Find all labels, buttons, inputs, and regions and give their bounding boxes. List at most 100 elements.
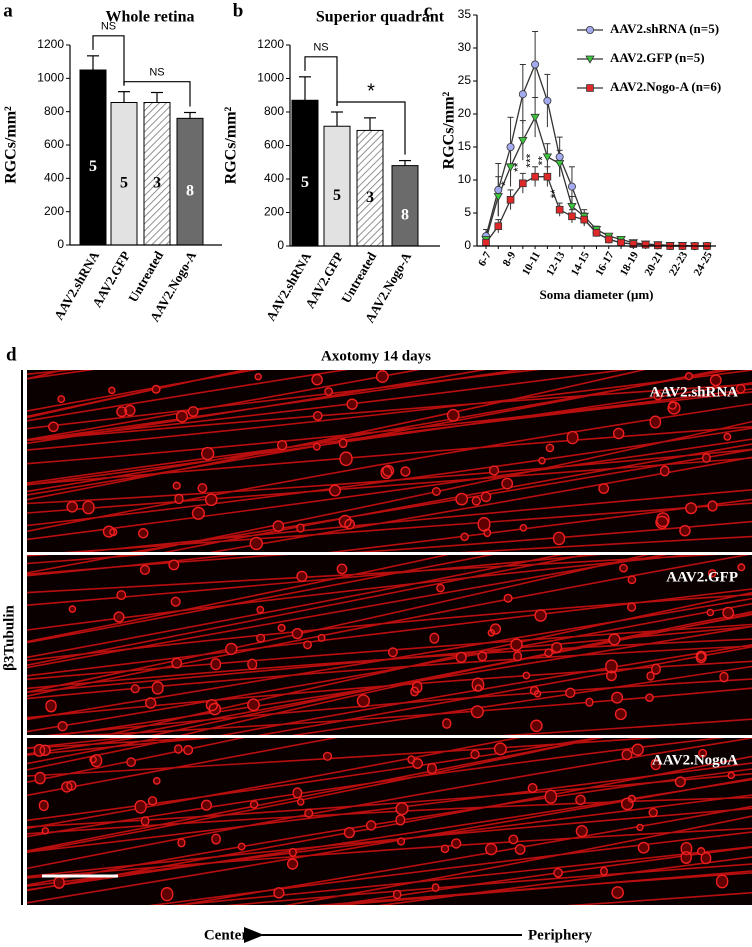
y-axis-label: RGCs/mm² bbox=[223, 106, 240, 184]
significance-label: ** bbox=[536, 156, 550, 166]
legend-label: AAV2.shRNA (n=5) bbox=[610, 21, 719, 36]
point bbox=[567, 203, 577, 212]
legend-label: AAV2.Nogo-A (n=6) bbox=[610, 79, 721, 94]
point bbox=[654, 241, 662, 250]
significance-label: NS bbox=[101, 21, 116, 33]
neuron-cells bbox=[45, 559, 746, 732]
n-label: 3 bbox=[153, 174, 161, 191]
point bbox=[518, 90, 527, 99]
x-tick-label: 18-19 bbox=[618, 249, 641, 278]
point bbox=[493, 193, 503, 202]
x-tick-label: 8-9 bbox=[501, 249, 519, 268]
point bbox=[506, 195, 515, 204]
point bbox=[530, 113, 540, 123]
point bbox=[542, 153, 553, 162]
panel-letter: c bbox=[424, 0, 432, 21]
significance-bracket bbox=[304, 56, 338, 106]
y-tick-label: 200 bbox=[264, 205, 284, 219]
point bbox=[567, 182, 576, 191]
point bbox=[543, 172, 552, 181]
y-tick-label: 25 bbox=[458, 73, 472, 87]
chart-title: Superior quadrant bbox=[316, 9, 445, 26]
y-tick-label: 200 bbox=[44, 204, 64, 218]
significance-label: * bbox=[499, 181, 513, 186]
chart-title: Whole retina bbox=[105, 9, 194, 26]
panel-title: Axotomy 14 days bbox=[321, 348, 431, 364]
point bbox=[555, 152, 564, 161]
x-tick-label: 16-17 bbox=[593, 249, 616, 278]
bar bbox=[143, 102, 171, 246]
y-tick-label: 0 bbox=[277, 238, 284, 252]
point bbox=[494, 185, 503, 194]
n-label: 5 bbox=[301, 174, 309, 191]
n-label: 8 bbox=[186, 182, 194, 199]
y-tick-label: 20 bbox=[458, 106, 472, 120]
x-tick-label: 20-21 bbox=[642, 250, 665, 278]
n-label: 3 bbox=[366, 189, 374, 206]
point bbox=[506, 142, 515, 151]
point bbox=[531, 172, 539, 181]
y-tick-label: 0 bbox=[57, 237, 64, 251]
point bbox=[580, 215, 589, 224]
bar bbox=[323, 125, 351, 247]
legend-marker bbox=[586, 84, 594, 92]
panel-letter: b bbox=[233, 0, 244, 21]
y-tick-label: 400 bbox=[44, 171, 64, 185]
bar bbox=[110, 102, 138, 246]
y-tick-label: 10 bbox=[458, 172, 472, 186]
y-axis-label: RGCs/mm² bbox=[441, 91, 458, 169]
legend-label: AAV2.GFP (n=5) bbox=[610, 50, 705, 65]
y-tick-label: 35 bbox=[458, 7, 472, 21]
significance-bracket bbox=[123, 81, 191, 107]
x-axis-label: Soma diameter (μm) bbox=[540, 287, 654, 302]
x-tick-label: 14-15 bbox=[569, 249, 592, 278]
n-label: 8 bbox=[401, 206, 409, 223]
neuron-cells bbox=[48, 370, 746, 551]
point bbox=[505, 163, 516, 172]
stain-label: β3Tubulin bbox=[1, 604, 17, 670]
micrographs: AAV2.shRNA AAV2.GFP AAV2.NogoA bbox=[27, 370, 752, 905]
significance-label: *** bbox=[523, 153, 537, 167]
y-tick-label: 1200 bbox=[257, 37, 284, 51]
y-tick-label: 600 bbox=[44, 137, 64, 151]
bar bbox=[391, 165, 419, 247]
neuron-cells bbox=[33, 742, 736, 902]
point bbox=[641, 240, 650, 249]
y-tick-label: 1000 bbox=[257, 71, 284, 85]
y-tick-label: 15 bbox=[458, 139, 472, 153]
y-tick-label: 600 bbox=[264, 138, 284, 152]
direction-label: Periphery bbox=[528, 927, 593, 943]
image-label: AAV2.GFP bbox=[666, 569, 738, 585]
point bbox=[629, 240, 638, 248]
point bbox=[568, 212, 576, 221]
x-tick-label: 10-11 bbox=[520, 250, 543, 278]
n-label: 5 bbox=[333, 187, 341, 204]
point bbox=[592, 228, 601, 237]
panel-letter: a bbox=[3, 0, 13, 21]
neuron-fibers bbox=[27, 370, 752, 552]
bar bbox=[176, 117, 204, 246]
y-tick-label: 1000 bbox=[37, 71, 64, 85]
y-tick-label: 800 bbox=[44, 104, 64, 118]
n-label: 5 bbox=[89, 158, 97, 175]
y-tick-label: 30 bbox=[458, 40, 472, 54]
point bbox=[604, 235, 613, 244]
y-tick-label: 1200 bbox=[37, 37, 64, 51]
point bbox=[617, 238, 625, 247]
significance-label: * bbox=[367, 80, 375, 102]
legend-marker bbox=[586, 25, 595, 34]
significance-label: NS bbox=[313, 42, 328, 54]
point bbox=[531, 60, 540, 69]
y-tick-label: 0 bbox=[464, 238, 471, 252]
image-label: AAV2.shRNA bbox=[650, 384, 739, 400]
point bbox=[543, 96, 552, 105]
neuron-fibers bbox=[27, 738, 752, 905]
significance-label: ** bbox=[548, 189, 562, 199]
panel-letter: d bbox=[6, 344, 17, 365]
significance-label: NS bbox=[149, 67, 164, 79]
legend-marker bbox=[585, 55, 595, 64]
point bbox=[518, 137, 528, 146]
direction-label: Center bbox=[204, 927, 248, 943]
point bbox=[494, 222, 503, 231]
